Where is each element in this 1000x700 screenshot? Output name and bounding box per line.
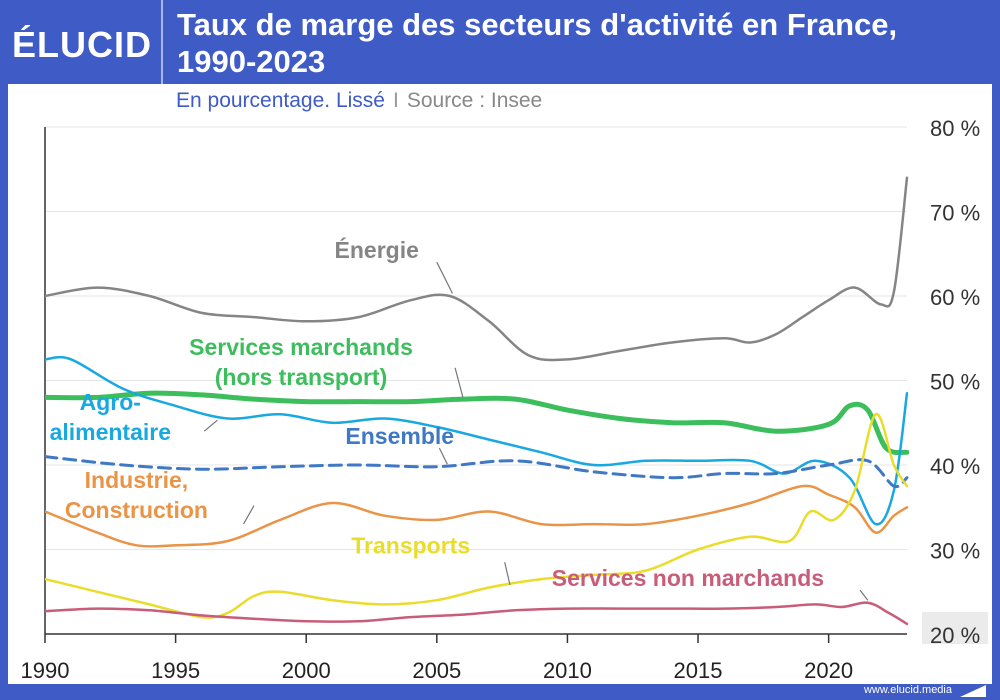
y-tick-label-20: 20 % <box>930 623 980 648</box>
x-tick-label-2010: 2010 <box>543 658 592 683</box>
series-label-agro-alimentaire-line-2: alimentaire <box>50 419 171 445</box>
series-line-energie <box>45 176 909 362</box>
chart-subtitle: En pourcentage. Lissé I Source : Insee <box>176 89 542 113</box>
y-tick-highlight-20 <box>922 612 988 644</box>
elucid-mark-icon <box>960 685 986 697</box>
elucid-logo[interactable]: ÉLUCID <box>12 24 152 65</box>
y-tick-label-60: 60 % <box>930 285 980 310</box>
leader-line-services-non-marchands <box>859 589 869 601</box>
series-line-services-non-marchands <box>45 601 909 626</box>
subtitle-separator: I <box>392 89 399 112</box>
series-label-energie: Énergie <box>335 236 419 263</box>
y-tick-label-30: 30 % <box>930 539 980 564</box>
leader-line-industrie-construction <box>242 505 255 525</box>
series-line-services-marchands-hors-transport <box>45 390 909 456</box>
series-line-transports <box>45 413 909 619</box>
series-line-ensemble <box>45 455 909 489</box>
series-line-agro-alimentaire <box>45 355 909 526</box>
x-tick-label-2005: 2005 <box>412 658 461 683</box>
series-label-transports: Transports <box>351 533 470 559</box>
footer-website[interactable]: www.elucid.media <box>863 684 952 696</box>
series-label-services-non-marchands: Services non marchands <box>552 565 824 591</box>
series-label-industrie-construction-line-1: Industrie, <box>85 467 189 493</box>
y-tick-label-80: 80 % <box>930 116 980 141</box>
source-note: Source : Insee <box>406 89 543 112</box>
x-tick-label-1990: 1990 <box>21 658 70 683</box>
series-line-industrie-construction <box>45 484 909 548</box>
title-line-1: Taux de marge des secteurs d'activité en… <box>177 7 898 42</box>
y-tick-label-50: 50 % <box>930 370 980 395</box>
leader-line-agro-alimentaire <box>203 419 218 432</box>
series-label-industrie-construction-line-2: Construction <box>65 497 208 523</box>
series-group <box>45 176 909 626</box>
y-tick-label-40: 40 % <box>930 454 980 479</box>
subtitle-text: En pourcentage. Lissé <box>176 89 385 112</box>
x-tick-label-2015: 2015 <box>674 658 723 683</box>
series-label-services-marchands-hors-transport-line-2: (hors transport) <box>215 364 388 390</box>
series-label-agro-alimentaire-line-1: Agro- <box>80 389 141 415</box>
y-tick-label-70: 70 % <box>930 201 980 226</box>
leader-line-services-marchands-hors-transport <box>454 367 464 398</box>
x-tick-label-1995: 1995 <box>151 658 200 683</box>
x-tick-label-2000: 2000 <box>282 658 331 683</box>
header-divider <box>161 0 163 84</box>
leader-line-ensemble <box>438 447 448 465</box>
series-label-services-marchands-hors-transport-line-1: Services marchands <box>189 334 413 360</box>
title-line-2: 1990-2023 <box>177 44 326 79</box>
chart-panel <box>8 84 992 684</box>
x-tick-label-2020: 2020 <box>804 658 853 683</box>
leader-line-transports <box>504 562 511 586</box>
header: ÉLUCID Taux de marge des secteurs d'acti… <box>0 0 1000 84</box>
chart-title: Taux de marge des secteurs d'activité en… <box>177 6 977 80</box>
series-label-ensemble: Ensemble <box>345 423 454 449</box>
leader-line-energie <box>436 261 454 294</box>
